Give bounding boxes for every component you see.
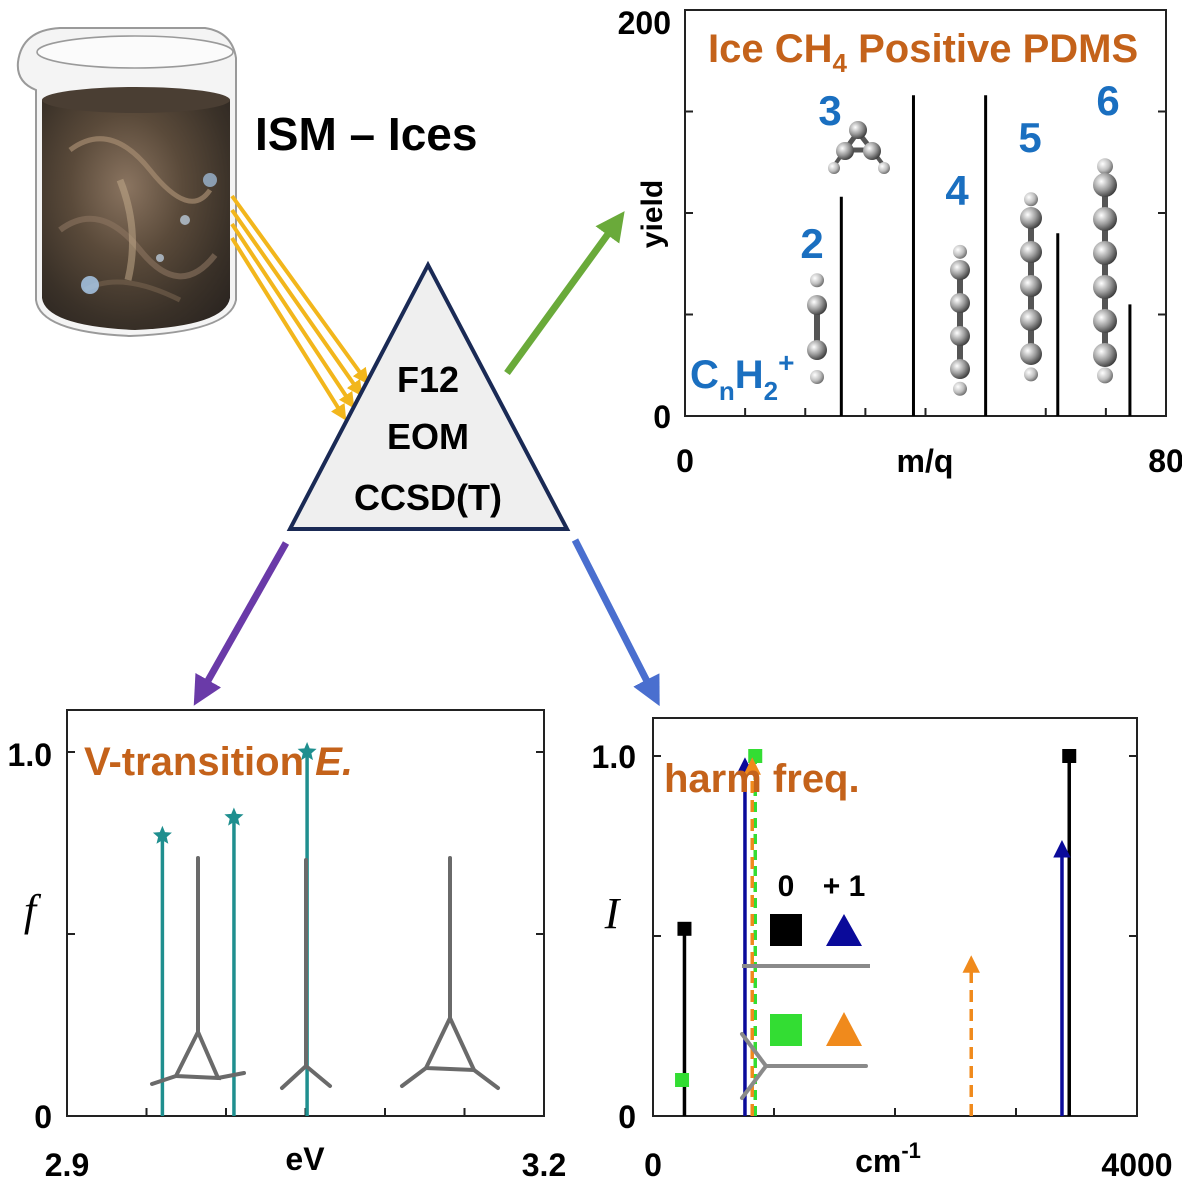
mass-spectrum-xtick-0: 0 [676, 443, 694, 479]
transition-energy-panel: V-transition E. f eV 2.9 3.2 0 1.0 [8, 709, 566, 1183]
harmonic-frequency-xtick-4000: 4000 [1101, 1147, 1172, 1183]
carbon-atom [1093, 207, 1117, 231]
ring-bond [840, 127, 878, 153]
mass-spectrum-xlabel: m/q [897, 443, 954, 479]
star-marker [297, 742, 317, 761]
mass-spectrum-ytick-0: 0 [653, 399, 671, 435]
carbon-atom [1020, 309, 1042, 331]
harmonic-frequency-ticks [653, 755, 1137, 1116]
hydrogen-atom [878, 162, 890, 174]
arrow-to-mass-spectrum [504, 211, 625, 376]
radiation-beams [230, 194, 369, 421]
legend-cation-header: + 1 [823, 870, 866, 903]
species-label-5: 5 [1018, 114, 1041, 161]
hydrogen-atom [828, 162, 840, 174]
mass-spectrum-bars [839, 95, 1132, 416]
carbon-atom [836, 142, 854, 160]
legend-cation-triangle [826, 914, 862, 946]
harmonic-frequency-ytick-1: 1.0 [592, 739, 636, 775]
cyclopropenylidene-model [828, 121, 890, 174]
carbon-atom [1020, 207, 1042, 229]
carbon-chain [807, 273, 827, 384]
carbon-atom [950, 293, 970, 313]
ice-beaker [16, 27, 237, 338]
carbon-chain [1093, 158, 1117, 384]
mass-spectrum-panel: Ice CH4 Positive PDMS yield m/q 0 80 0 2… [618, 5, 1182, 479]
hydrogen-atom [1097, 158, 1113, 175]
legend-neutral-square-alt [770, 1014, 802, 1046]
transition-energy-ytick-1: 1.0 [8, 737, 52, 773]
transition-energy-title: V-transition E. [84, 740, 353, 784]
mass-spectrum-ytick-200: 200 [618, 5, 671, 41]
transition-energy-ytick-0: 0 [34, 1099, 52, 1135]
carbon-chain [1020, 192, 1042, 382]
harmonic-frequency-sticks [675, 749, 1077, 1116]
transition-energy-xtick-high: 3.2 [522, 1147, 566, 1183]
method-line-3: CCSD(T) [354, 477, 502, 518]
method-triangle: F12 EOM CCSD(T) [286, 260, 571, 531]
transition-energy-ylabel: f [24, 886, 42, 935]
harmonic-frequency-xlabel: cm-1 [855, 1138, 921, 1179]
carbon-atom [1093, 173, 1117, 197]
cluster-formula: CnH2+ [690, 347, 795, 406]
mass-spectrum-xtick-80: 80 [1148, 443, 1182, 479]
star-marker [152, 825, 172, 844]
species-label-6: 6 [1096, 77, 1119, 124]
transition-energy-sticks [152, 742, 317, 1116]
alt-neutral-marker [675, 1073, 690, 1087]
transition-molecule-sketches [150, 856, 500, 1090]
carbon-atom [849, 121, 867, 139]
carbon-atom [807, 340, 827, 360]
neutral-marker [677, 921, 692, 936]
hydrogen-atom [953, 244, 967, 259]
hydrogen-atom [810, 370, 824, 384]
carbon-atom [863, 142, 881, 160]
arrow-to-harmonic-frequencies [571, 538, 660, 707]
neutral-marker [1062, 749, 1077, 763]
harmonic-frequency-xtick-0: 0 [644, 1147, 662, 1183]
hydrogen-atom [810, 273, 824, 288]
carbon-chain [950, 244, 970, 396]
method-line-2: EOM [387, 416, 469, 457]
carbon-atom [1020, 275, 1042, 297]
carbon-atom [807, 295, 827, 315]
transition-energy-xlabel: eV [285, 1141, 325, 1177]
harmonic-frequency-ytick-0: 0 [618, 1099, 636, 1135]
legend-neutral-header: 0 [778, 870, 795, 903]
harmonic-frequency-panel: harm freq. I cm-1 0 4000 0 1.0 0 + 1 [592, 717, 1173, 1183]
carbon-atom [950, 260, 970, 280]
harmonic-frequency-ylabel: I [604, 889, 622, 938]
hydrogen-atom [1024, 192, 1038, 207]
legend-cation-triangle-alt [826, 1012, 862, 1046]
carbon-atom [950, 326, 970, 346]
species-label-2: 2 [800, 220, 823, 267]
mass-spectrum-ylabel: yield [636, 180, 669, 248]
legend-neutral-square [770, 914, 802, 946]
arrow-to-transition-energies [193, 541, 290, 706]
hydrogen-atom [953, 381, 967, 396]
method-line-1: F12 [397, 359, 459, 400]
star-marker [224, 807, 244, 826]
carbon-atom [1093, 309, 1117, 333]
harmonic-frequency-legend: 0 + 1 [740, 870, 870, 1100]
harmonic-frequency-title: harm freq. [664, 757, 860, 801]
species-label-3: 3 [818, 87, 841, 134]
carbon-atom [1020, 241, 1042, 263]
hydrogen-atom [1097, 367, 1113, 384]
mass-spectrum-title: Ice CH4 Positive PDMS [708, 27, 1138, 78]
carbon-atom [1093, 343, 1117, 367]
source-label: ISM – Ices [255, 108, 477, 160]
molecule-models [807, 121, 1117, 396]
transition-energy-xtick-low: 2.9 [45, 1147, 89, 1183]
legend-molecule-sketch [740, 1032, 868, 1100]
carbon-atom [950, 359, 970, 379]
carbon-atom [1093, 241, 1117, 265]
hydrogen-atom [1024, 367, 1038, 382]
carbon-atom [1093, 275, 1117, 299]
carbon-atom [1020, 343, 1042, 365]
species-label-4: 4 [945, 167, 969, 214]
